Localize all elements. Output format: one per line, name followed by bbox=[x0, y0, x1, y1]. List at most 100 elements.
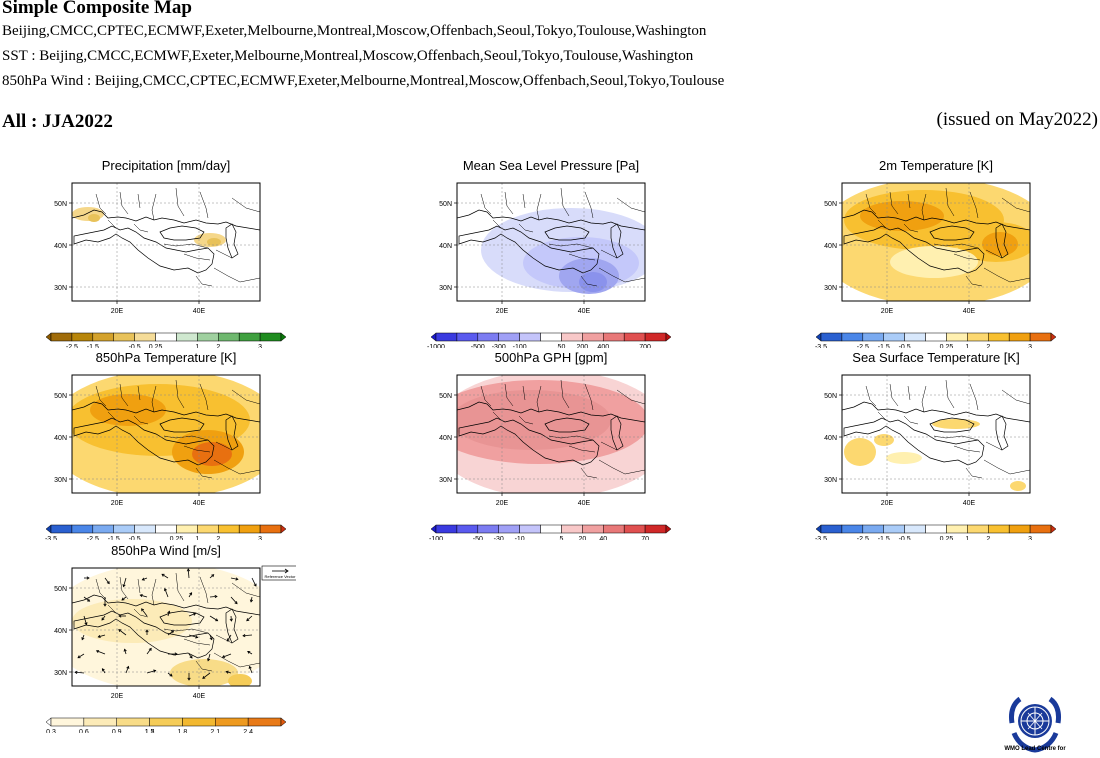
shaded-anomaly bbox=[207, 238, 221, 246]
colorbar-swatch bbox=[215, 717, 249, 727]
colorbar-label: 50 bbox=[558, 344, 566, 348]
sea-outline bbox=[544, 225, 590, 241]
wind-vector-head bbox=[189, 592, 193, 596]
wind-vector bbox=[123, 577, 127, 587]
colorbar-swatch bbox=[498, 332, 520, 342]
lat-label: 40N bbox=[54, 435, 67, 442]
colorbar-label: -1.5 bbox=[87, 344, 99, 348]
colorbar-swatch bbox=[477, 524, 499, 534]
panel-title: Precipitation [mm/day] bbox=[101, 158, 231, 173]
colorbar-label: -0.5 bbox=[899, 536, 911, 540]
colorbar-swatch bbox=[197, 332, 219, 342]
colorbar-swatch bbox=[280, 524, 287, 534]
wind-vector-head bbox=[234, 601, 238, 605]
colorbar-swatch bbox=[904, 524, 926, 534]
sea-outline bbox=[225, 223, 239, 259]
colorbar-swatch bbox=[238, 524, 261, 534]
shaded-anomaly bbox=[886, 452, 922, 464]
colorbar-label: -2.5 bbox=[857, 536, 869, 540]
sea-outline bbox=[458, 417, 600, 466]
colorbar-swatch bbox=[582, 332, 604, 342]
colorbar-swatch bbox=[259, 524, 282, 534]
colorbar-label: 1.5 bbox=[145, 729, 155, 733]
reference-vector-head bbox=[284, 568, 289, 574]
wind-vector bbox=[74, 671, 85, 674]
panel-title: 850hPa Wind [m/s] bbox=[111, 543, 221, 558]
map-frame bbox=[71, 567, 261, 687]
precipitation-panel: Precipitation [mm/day] 50N 40N 30N 20E 40E -2.… bbox=[36, 158, 296, 348]
colorbar-swatch bbox=[1029, 524, 1052, 534]
wind-vector bbox=[242, 634, 253, 637]
wind-vector-head bbox=[121, 597, 125, 601]
wind-vector-head bbox=[74, 670, 78, 675]
colorbar-swatch bbox=[92, 332, 114, 342]
colorbar-swatch bbox=[603, 332, 625, 342]
wind-vector bbox=[140, 594, 148, 598]
colorbar-label: -3.5 bbox=[45, 536, 57, 540]
colorbar-swatch bbox=[988, 524, 1010, 534]
country-border bbox=[480, 379, 594, 413]
wind-vector-head bbox=[167, 610, 171, 614]
colorbar-swatch bbox=[218, 524, 240, 534]
mslp-panel: Mean Sea Level Pressure [Pa] 50N 40N 30N 20E… bbox=[421, 158, 681, 348]
gph500-panel: 500hPa GPH [gpm] 50N 40N 30N 20E 40E -100 -50 -3… bbox=[421, 350, 681, 540]
map-svg: 50N 40N 30N 20E 40E -2.5 -1.5 -0.5 0.25 1 2 3 bbox=[45, 182, 287, 348]
wind-vector-head bbox=[174, 652, 178, 656]
wind-vector-head bbox=[97, 634, 101, 638]
colorbar-label: 700 bbox=[639, 344, 651, 348]
lat-label: 30N bbox=[54, 285, 67, 292]
colorbar-label: 0.25 bbox=[170, 536, 184, 540]
wind-vector bbox=[188, 613, 196, 617]
map-frame bbox=[71, 182, 261, 302]
map-frame bbox=[456, 182, 646, 302]
lon-label: 20E bbox=[111, 693, 124, 700]
shaded-anomaly bbox=[874, 434, 894, 446]
colorbar-swatch bbox=[967, 332, 989, 342]
page-title: Simple Composite Map bbox=[2, 0, 192, 18]
colorbar-label: 3 bbox=[1028, 536, 1032, 540]
lat-label: 40N bbox=[824, 243, 837, 250]
lat-label: 30N bbox=[439, 477, 452, 484]
lon-label: 40E bbox=[193, 308, 206, 315]
country-border bbox=[865, 379, 979, 413]
wind-vector-head bbox=[209, 637, 213, 641]
colorbar-label: -30 bbox=[494, 536, 504, 540]
sea-outline bbox=[73, 417, 215, 466]
colorbar-label: -2.5 bbox=[857, 344, 869, 348]
colorbar-swatch bbox=[820, 524, 843, 534]
colorbar-swatch bbox=[218, 332, 240, 342]
wind-vector bbox=[141, 608, 148, 617]
colorbar-label: -2.5 bbox=[87, 536, 99, 540]
colorbar-swatch bbox=[925, 524, 947, 534]
wind850-panel: 850hPa Wind [m/s] 50N 40N 30N 20E 40E Referenc… bbox=[36, 543, 296, 733]
season-label: All : JJA2022 bbox=[2, 111, 113, 132]
colorbar-swatch bbox=[83, 717, 117, 727]
country-border bbox=[580, 389, 645, 479]
colorbar-swatch bbox=[280, 717, 287, 727]
lat-label: 50N bbox=[439, 201, 452, 208]
colorbar-swatch bbox=[71, 332, 94, 342]
reference-vector-label: Reference Vector bbox=[265, 574, 296, 579]
colorbar-swatch bbox=[247, 717, 282, 727]
colorbar-swatch bbox=[477, 332, 499, 342]
colorbar-swatch bbox=[45, 332, 52, 342]
lat-label: 40N bbox=[54, 243, 67, 250]
wind-vector-head bbox=[86, 576, 90, 580]
colorbar-label: -1.5 bbox=[108, 536, 120, 540]
sea-outline bbox=[843, 225, 985, 274]
sea-outline bbox=[544, 417, 590, 433]
colorbar-swatch bbox=[1008, 524, 1031, 534]
wind-vector-head bbox=[235, 577, 239, 581]
colorbar-label: -0.5 bbox=[899, 344, 911, 348]
lat-label: 40N bbox=[54, 628, 67, 635]
colorbar-label: 1 bbox=[965, 536, 969, 540]
colorbar-swatch bbox=[113, 332, 135, 342]
colorbar-label: 0.6 bbox=[79, 729, 89, 733]
colorbar-label: 0.25 bbox=[940, 536, 954, 540]
lat-label: 40N bbox=[824, 435, 837, 442]
panel-title: 500hPa GPH [gpm] bbox=[494, 350, 608, 365]
colorbar-swatch bbox=[841, 524, 864, 534]
wind-vector bbox=[146, 648, 152, 655]
colorbar-swatch bbox=[134, 524, 156, 534]
colorbar-label: 3 bbox=[258, 344, 262, 348]
